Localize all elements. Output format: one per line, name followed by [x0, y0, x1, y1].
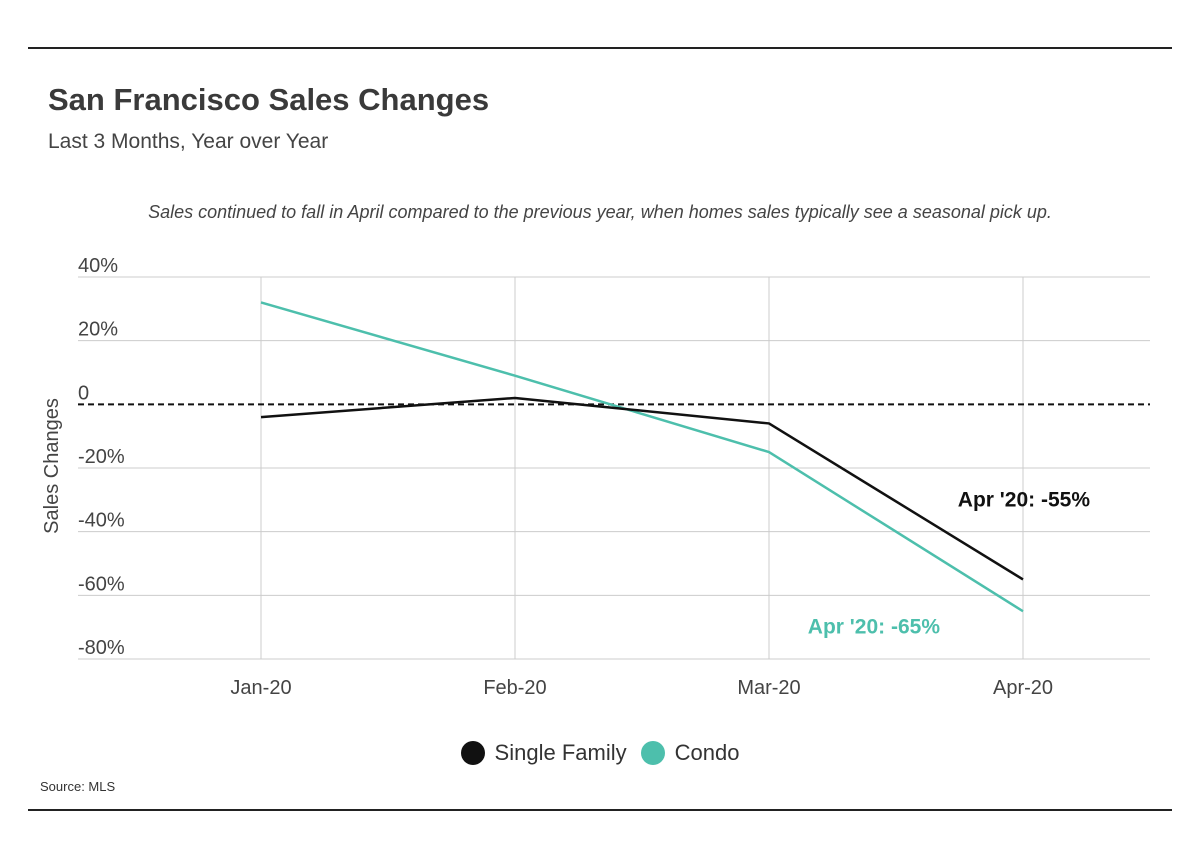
x-tick-label: Feb-20: [483, 677, 546, 699]
x-tick-label: Jan-20: [230, 677, 291, 699]
top-rule: [28, 47, 1172, 49]
y-tick-label: -60%: [78, 573, 125, 595]
chart-annotation: Sales continued to fall in April compare…: [148, 202, 1052, 222]
legend-swatch-single-family: [460, 741, 485, 765]
y-tick-label: -80%: [78, 637, 125, 659]
y-tick-label: 40%: [78, 255, 118, 277]
y-axis-label: Sales Changes: [41, 398, 63, 534]
series-line-condo: [260, 301, 1024, 613]
chart-subtitle: Last 3 Months, Year over Year: [48, 130, 329, 153]
legend-item-single-family: Single Family: [460, 740, 627, 766]
series-line-single-family: [260, 396, 1024, 581]
x-tick-label: Mar-20: [737, 677, 800, 699]
legend-label-single-family: Single Family: [494, 740, 627, 765]
legend-swatch-condo: [640, 741, 665, 765]
chart-legend: Single Family Condo: [0, 740, 1200, 766]
legend-label-condo: Condo: [674, 740, 740, 765]
bottom-rule: [28, 809, 1172, 811]
end-label-single-family: Apr '20: -55%: [958, 488, 1091, 511]
legend-item-condo: Condo: [640, 740, 740, 766]
y-tick-label: -40%: [78, 510, 125, 532]
end-label-condo: Apr '20: -65%: [808, 615, 941, 638]
y-tick-label: 0: [78, 382, 89, 404]
x-tick-label: Apr-20: [993, 677, 1053, 699]
source-note: Source: MLS: [40, 779, 116, 794]
chart-title: San Francisco Sales Changes: [48, 82, 490, 117]
y-tick-label: -20%: [78, 446, 125, 468]
y-tick-label: 20%: [78, 319, 118, 341]
